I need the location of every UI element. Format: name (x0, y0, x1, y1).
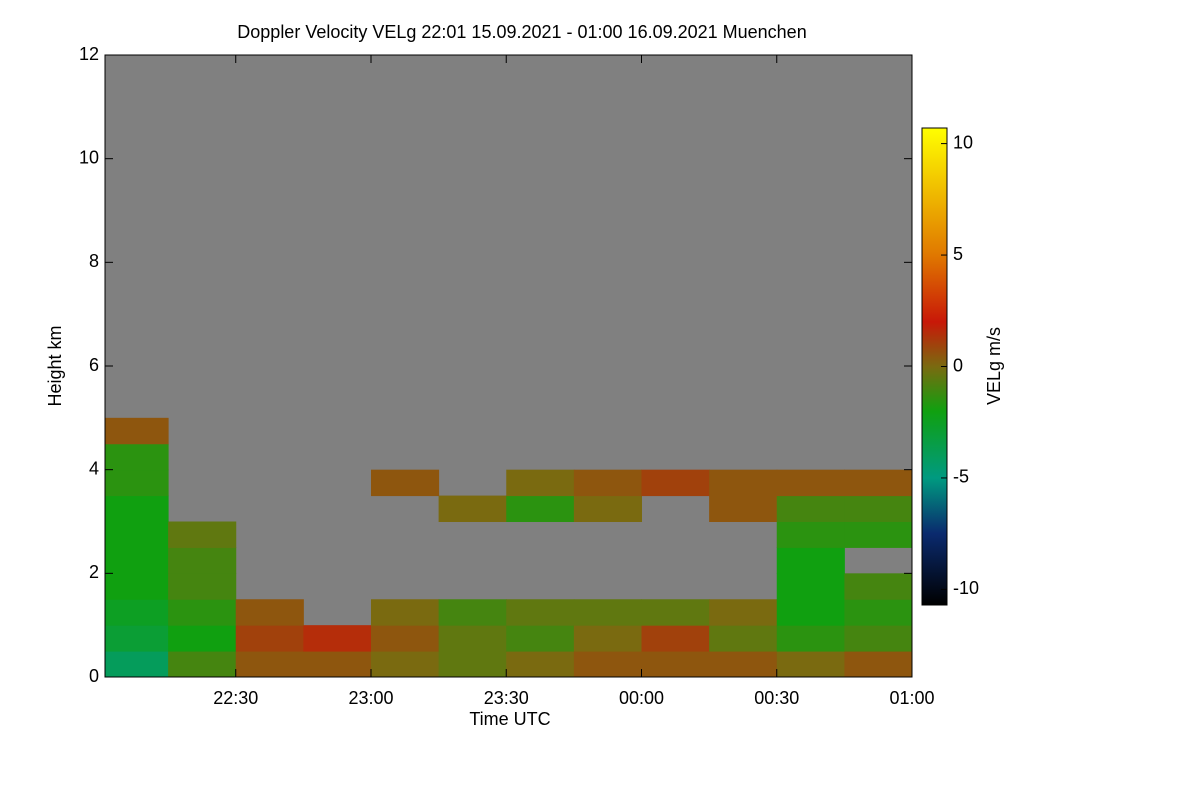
heatmap-cell (235, 599, 304, 626)
chart-title: Doppler Velocity VELg 22:01 15.09.2021 -… (237, 22, 806, 42)
heatmap-cell (709, 625, 778, 652)
heatmap-cell (105, 443, 169, 471)
y-tick-label: 10 (79, 147, 99, 167)
heatmap-cell (641, 469, 710, 497)
colorbar-tick-label: 10 (953, 132, 973, 152)
y-tick-label: 0 (89, 666, 99, 686)
heatmap-cell (506, 651, 575, 678)
heatmap-cell (776, 599, 845, 626)
heatmap-cell (641, 625, 710, 652)
heatmap-cell (168, 599, 237, 626)
heatmap-cell (438, 651, 507, 678)
heatmap-cell (105, 469, 169, 497)
x-tick-label: 23:30 (484, 688, 529, 708)
heatmap-cell (573, 469, 642, 497)
colorbar-tick-label: -10 (953, 578, 979, 598)
heatmap-cell (105, 417, 169, 445)
heatmap-cell (844, 651, 913, 678)
colorbar-tick-label: 0 (953, 355, 963, 375)
y-tick-label: 6 (89, 355, 99, 375)
heatmap-cell (844, 599, 913, 626)
heatmap-cell (709, 495, 778, 522)
heatmap-cell (776, 521, 845, 548)
heatmap-cell (105, 547, 169, 574)
colorbar-tick-label: -5 (953, 467, 969, 487)
y-tick-label: 4 (89, 458, 99, 478)
heatmap-cell (370, 651, 440, 678)
heatmap-cell (235, 625, 304, 652)
colorbar-label: VELg m/s (984, 327, 1004, 405)
y-axis-label: Height km (45, 325, 65, 406)
heatmap-cell (105, 495, 169, 522)
heatmap-cell (105, 521, 169, 548)
heatmap-cell (235, 651, 304, 678)
heatmap-cell (370, 599, 440, 626)
heatmap-cell (573, 599, 642, 626)
heatmap-cell (168, 625, 237, 652)
heatmap-cell (776, 651, 845, 678)
x-tick-label: 01:00 (889, 688, 934, 708)
heatmap-cell (641, 599, 710, 626)
heatmap-cell (105, 599, 169, 626)
y-tick-label: 2 (89, 562, 99, 582)
heatmap-cell (168, 573, 237, 600)
x-tick-label: 00:00 (619, 688, 664, 708)
heatmap-cell (844, 521, 913, 548)
heatmap-cell (776, 547, 845, 574)
heatmap-cell (776, 625, 845, 652)
heatmap-cell (438, 495, 507, 522)
heatmap-cell (438, 599, 507, 626)
x-tick-label: 23:00 (348, 688, 393, 708)
heatmap-cell (844, 469, 913, 497)
heatmap-cell (776, 573, 845, 600)
heatmap-cell (506, 625, 575, 652)
y-tick-label: 8 (89, 251, 99, 271)
heatmap-cell (303, 625, 372, 652)
heatmap-cell (370, 625, 440, 652)
heatmap-cell (105, 573, 169, 600)
heatmap-cell (641, 651, 710, 678)
heatmap-cell (573, 625, 642, 652)
y-tick-label: 12 (79, 44, 99, 64)
colorbar-tick-label: 5 (953, 244, 963, 264)
heatmap-cell (573, 651, 642, 678)
heatmap-cell (776, 469, 845, 497)
heatmap-cell (844, 573, 913, 600)
x-tick-label: 22:30 (213, 688, 258, 708)
heatmap-cell (438, 625, 507, 652)
heatmap-cell (573, 495, 642, 522)
heatmap-cell (168, 651, 237, 678)
heatmap-cell (168, 547, 237, 574)
heatmap-cell (709, 651, 778, 678)
heatmap-cell (303, 651, 372, 678)
heatmap-cell (105, 651, 169, 678)
heatmap-cell (370, 469, 440, 497)
heatmap-cell (506, 599, 575, 626)
heatmap-cell (168, 521, 237, 548)
heatmap-cell (844, 495, 913, 522)
heatmap-cell (844, 625, 913, 652)
x-axis-label: Time UTC (469, 709, 550, 729)
heatmap-cell (506, 469, 575, 497)
heatmap-cell (506, 495, 575, 522)
heatmap-cell (105, 625, 169, 652)
heatmap-cell (709, 599, 778, 626)
heatmap-cell (776, 495, 845, 522)
x-tick-label: 00:30 (754, 688, 799, 708)
heatmap-cell (709, 469, 778, 497)
